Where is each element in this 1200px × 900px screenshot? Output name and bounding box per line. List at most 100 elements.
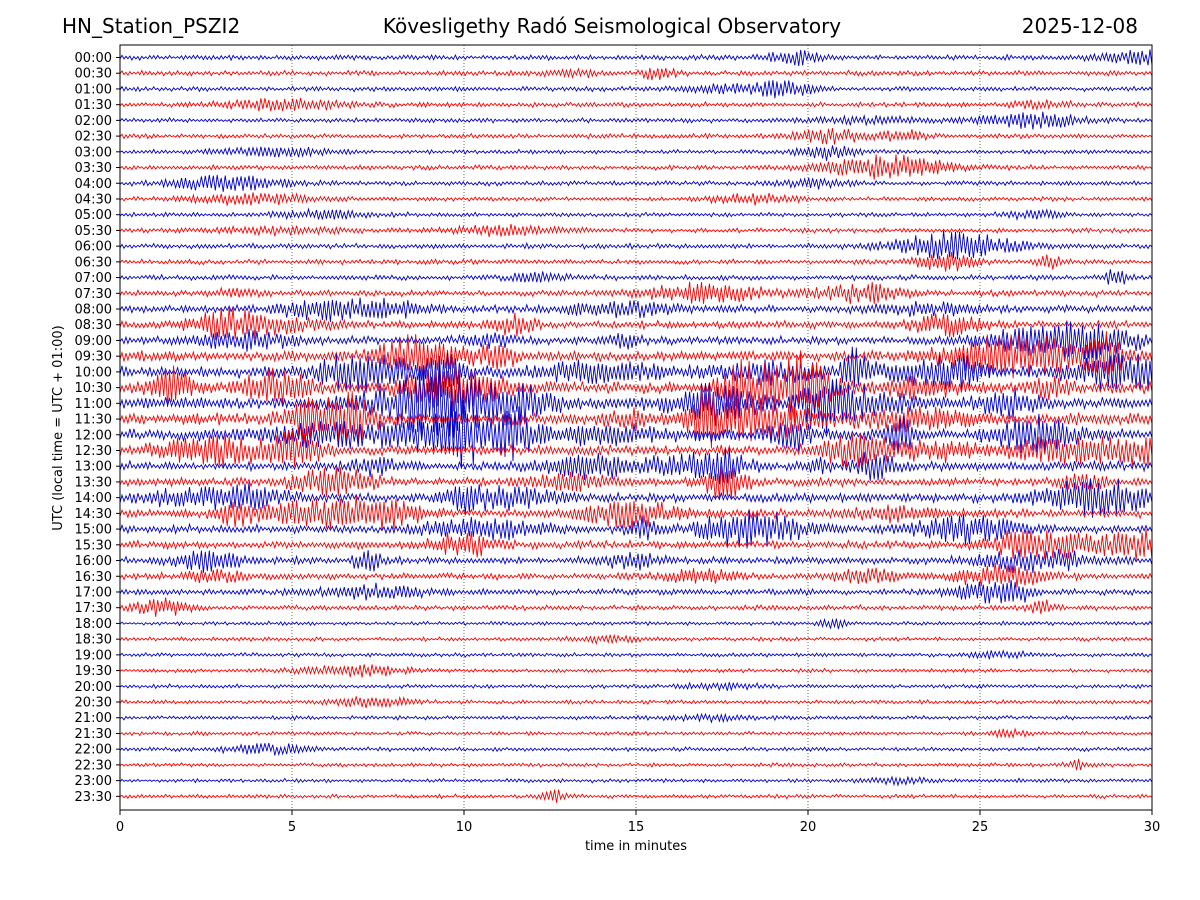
trace-1200 <box>119 399 1153 469</box>
chart-title: Kövesligethy Radó Seismological Observat… <box>382 14 842 38</box>
y-tick-label: 09:00 <box>75 334 112 349</box>
y-tick-label: 02:30 <box>75 130 112 145</box>
trace-0730 <box>119 281 1153 305</box>
y-tick-label: 09:30 <box>75 350 112 365</box>
trace-0700 <box>119 269 1153 285</box>
y-tick-label: 07:00 <box>75 271 112 286</box>
trace-1530 <box>119 528 1153 561</box>
trace-0630 <box>119 252 1153 272</box>
x-tick-label: 15 <box>628 820 645 835</box>
trace-1930 <box>119 664 1153 678</box>
y-tick-label: 01:30 <box>75 98 112 113</box>
y-tick-label: 02:00 <box>75 114 112 129</box>
y-tick-label: 05:30 <box>75 224 112 239</box>
y-axis-label: UTC (local time = UTC + 01:00) <box>51 325 66 530</box>
trace-1000 <box>119 346 1153 397</box>
y-tick-label: 21:30 <box>75 727 112 742</box>
y-tick-label: 23:00 <box>75 774 112 789</box>
y-tick-label: 13:30 <box>75 475 112 490</box>
y-tick-label: 23:30 <box>75 790 112 805</box>
y-tick-label: 18:00 <box>75 617 112 632</box>
trace-1800 <box>119 617 1153 630</box>
trace-0600 <box>119 230 1153 260</box>
trace-0530 <box>119 223 1153 237</box>
y-tick-label: 15:30 <box>75 538 112 553</box>
y-tick-label: 03:30 <box>75 161 112 176</box>
y-tick-label: 17:00 <box>75 585 112 600</box>
trace-1500 <box>119 509 1153 549</box>
trace-1900 <box>119 649 1153 660</box>
trace-0000 <box>119 49 1153 67</box>
seismic-traces <box>119 49 1153 803</box>
trace-0800 <box>119 297 1153 322</box>
x-tick-label: 0 <box>116 820 124 835</box>
chart-date: 2025-12-08 <box>1021 14 1138 38</box>
trace-2100 <box>119 712 1153 724</box>
trace-0330 <box>119 154 1153 180</box>
trace-1600 <box>119 548 1153 574</box>
y-tick-label: 14:30 <box>75 507 112 522</box>
trace-1330 <box>119 466 1153 500</box>
y-tick-label: 12:30 <box>75 444 112 459</box>
y-tick-label: 16:00 <box>75 554 112 569</box>
trace-1230 <box>119 430 1153 468</box>
x-tick-label: 10 <box>456 820 473 835</box>
trace-0130 <box>119 97 1153 112</box>
trace-1130 <box>119 387 1153 449</box>
trace-0100 <box>119 80 1153 99</box>
y-tick-label: 17:30 <box>75 601 112 616</box>
trace-2130 <box>119 727 1153 739</box>
y-tick-label: 15:00 <box>75 523 112 538</box>
y-tick-label: 00:30 <box>75 67 112 82</box>
y-tick-label: 01:00 <box>75 82 112 97</box>
trace-1730 <box>119 597 1153 617</box>
trace-0400 <box>119 174 1153 192</box>
y-tick-label: 20:30 <box>75 696 112 711</box>
trace-0300 <box>119 145 1153 161</box>
y-tick-label: 05:00 <box>75 208 112 223</box>
trace-1830 <box>119 633 1153 646</box>
y-tick-label: 04:00 <box>75 177 112 192</box>
y-tick-label: 22:30 <box>75 758 112 773</box>
trace-2030 <box>119 695 1153 709</box>
y-tick-label: 21:00 <box>75 711 112 726</box>
trace-2230 <box>119 758 1153 771</box>
trace-0430 <box>119 192 1153 206</box>
y-tick-label: 14:00 <box>75 491 112 506</box>
y-tick-label: 07:30 <box>75 287 112 302</box>
y-axis-ticks: 00:0000:3001:0001:3002:0002:3003:0003:30… <box>75 51 120 805</box>
y-tick-label: 19:00 <box>75 648 112 663</box>
y-tick-label: 20:00 <box>75 680 112 695</box>
y-tick-label: 13:00 <box>75 460 112 475</box>
trace-1630 <box>119 562 1153 588</box>
trace-2000 <box>119 681 1153 692</box>
y-tick-label: 10:00 <box>75 365 112 380</box>
y-tick-label: 10:30 <box>75 381 112 396</box>
y-tick-label: 06:30 <box>75 255 112 270</box>
trace-0030 <box>119 67 1153 81</box>
y-tick-label: 00:00 <box>75 51 112 66</box>
y-tick-label: 19:30 <box>75 664 112 679</box>
y-tick-label: 12:00 <box>75 428 112 443</box>
x-tick-label: 5 <box>288 820 296 835</box>
trace-1700 <box>119 579 1153 604</box>
x-tick-label: 20 <box>800 820 817 835</box>
y-tick-label: 03:00 <box>75 145 112 160</box>
x-tick-label: 25 <box>972 820 989 835</box>
y-tick-label: 04:30 <box>75 192 112 207</box>
x-axis-label: time in minutes <box>585 839 687 854</box>
trace-1430 <box>119 495 1153 531</box>
station-name: HN_Station_PSZI2 <box>62 14 241 38</box>
y-tick-label: 18:30 <box>75 633 112 648</box>
trace-2200 <box>119 742 1153 757</box>
y-tick-label: 22:00 <box>75 743 112 758</box>
trace-1030 <box>119 350 1153 423</box>
y-tick-label: 08:00 <box>75 303 112 318</box>
y-tick-label: 08:30 <box>75 318 112 333</box>
x-tick-label: 30 <box>1144 820 1161 835</box>
y-tick-label: 16:30 <box>75 570 112 585</box>
y-tick-label: 06:00 <box>75 240 112 255</box>
trace-1300 <box>119 448 1153 485</box>
trace-1400 <box>119 478 1153 518</box>
